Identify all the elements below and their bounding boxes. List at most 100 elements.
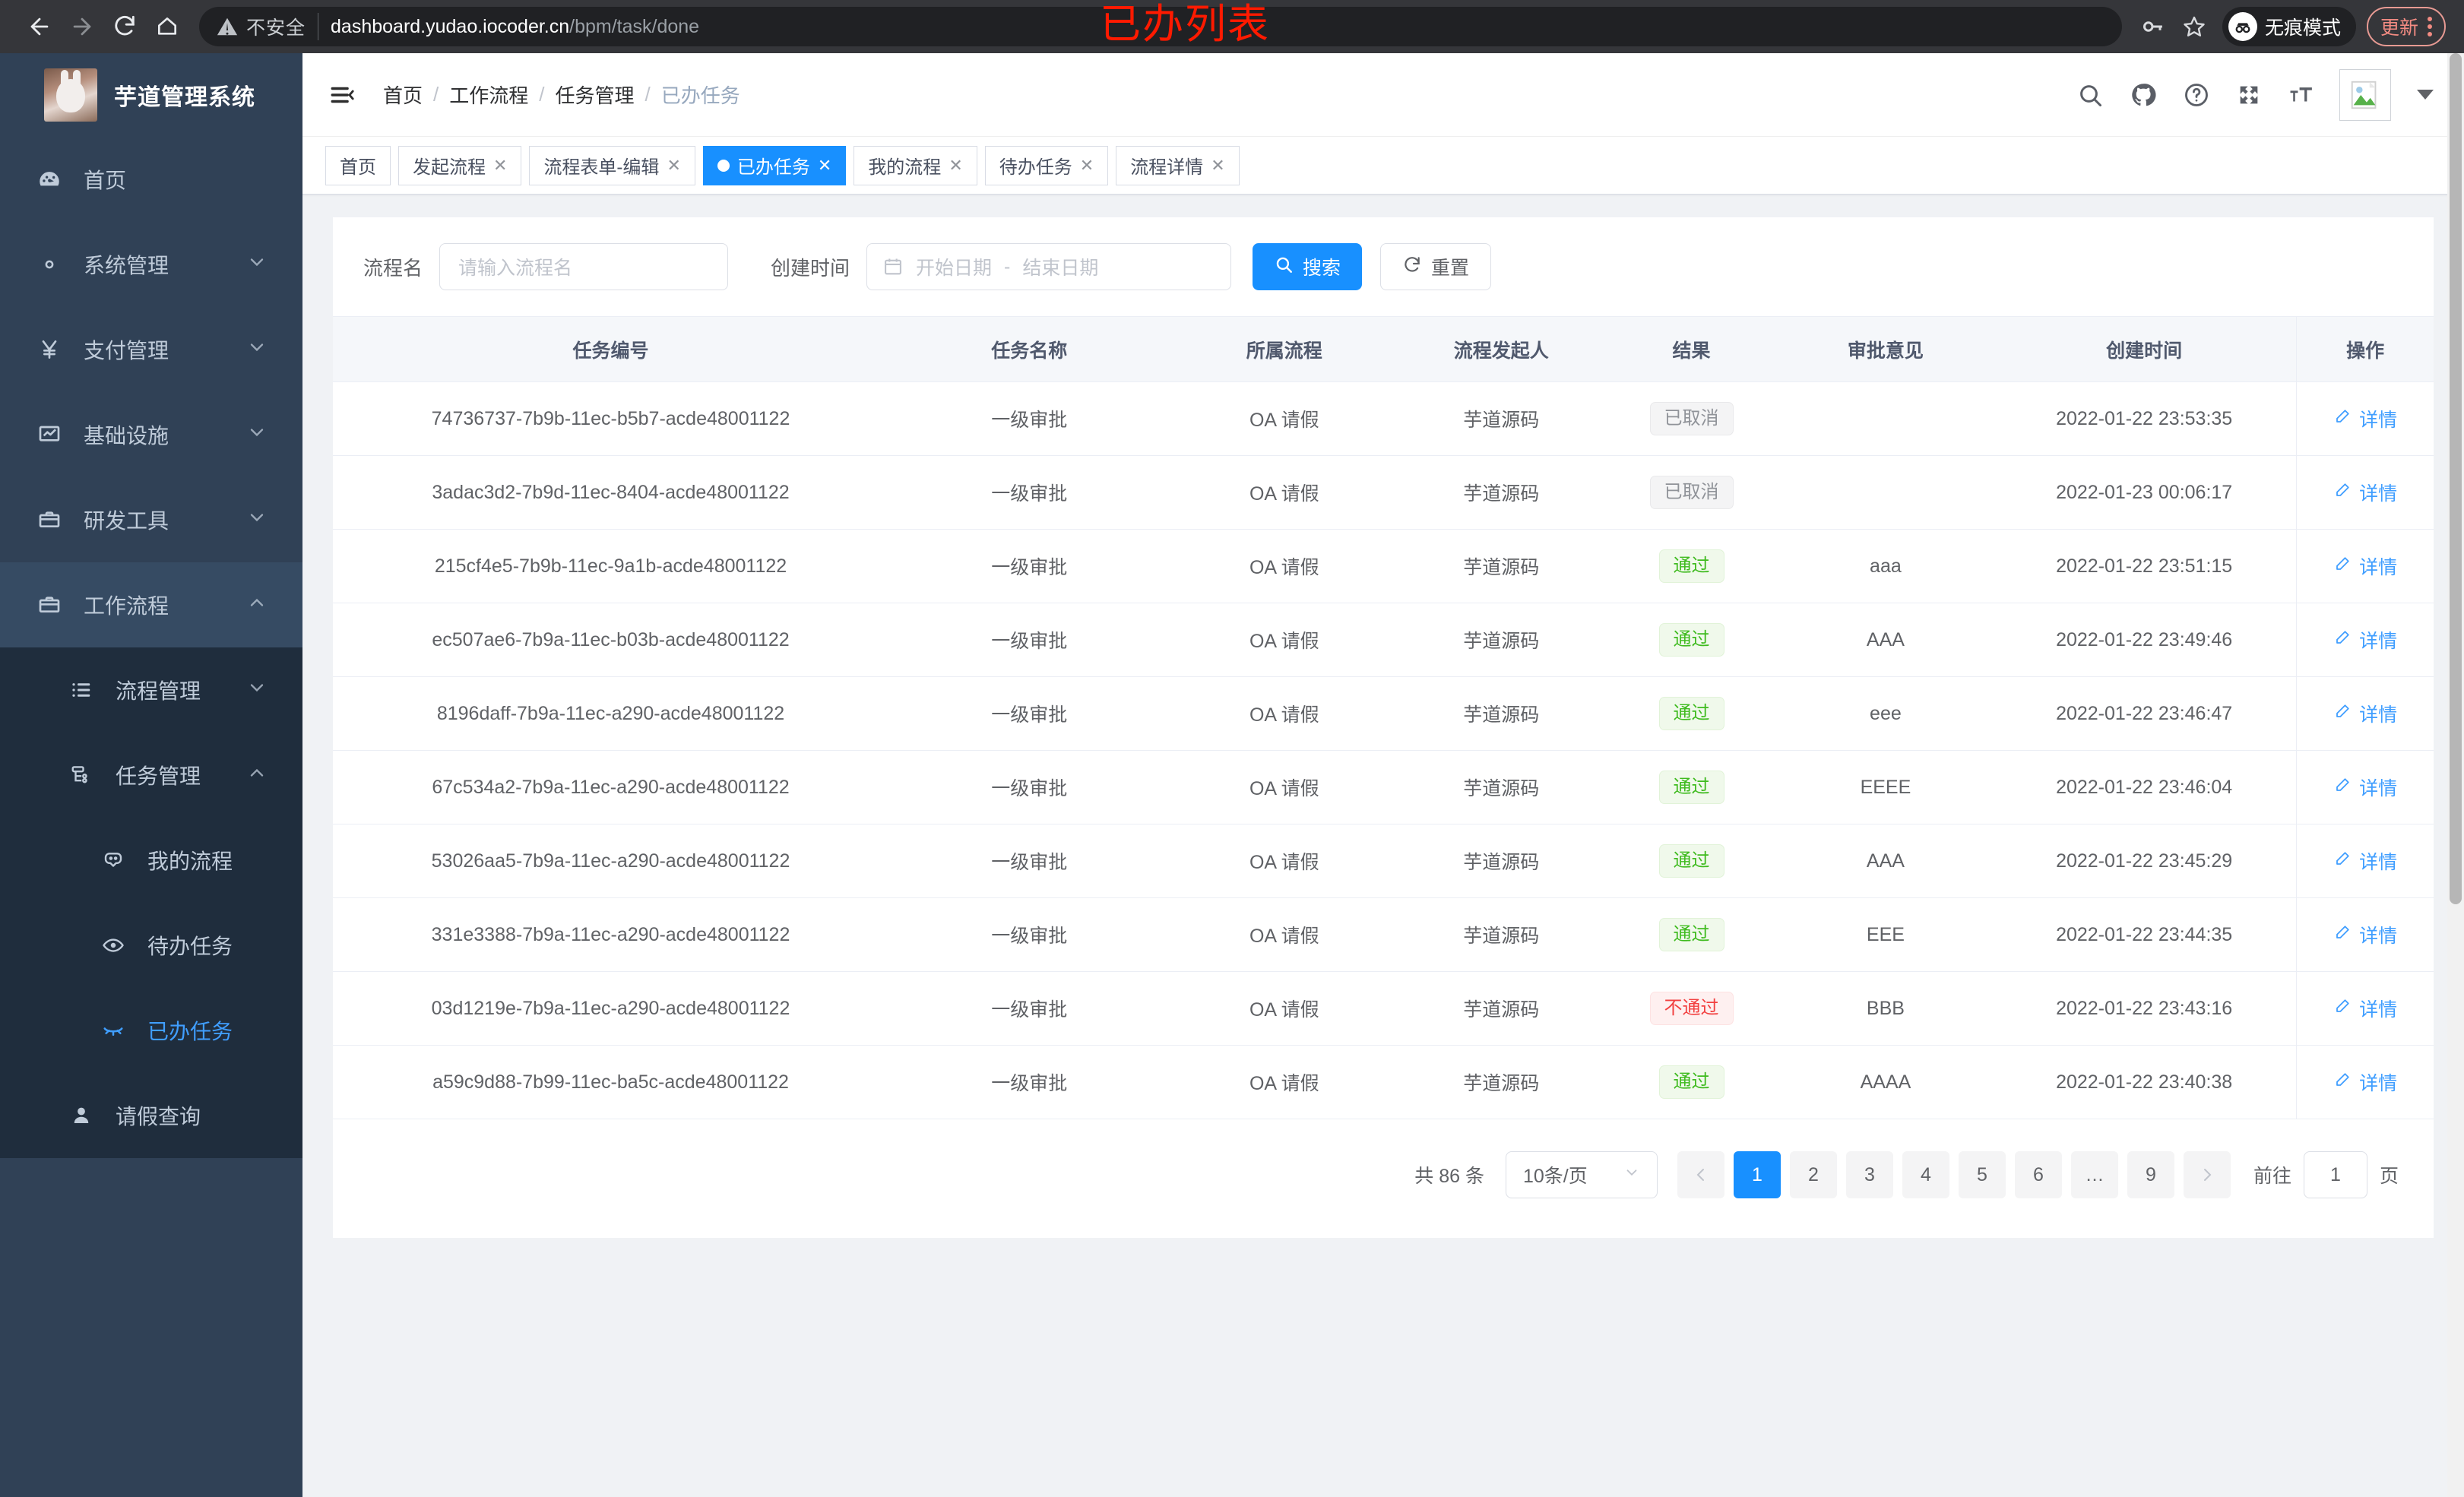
sidebar-item-label: 待办任务 [147,935,233,958]
pagination: 共 86 条 10条/页 1 2 3 4 5 6… 9 [333,1119,2434,1238]
cell-task-name: 一级审批 [888,824,1170,898]
home-icon[interactable] [146,5,188,48]
sidebar-item-leave-query[interactable]: 请假查询 [0,1073,302,1158]
page-button-2[interactable]: 2 [1789,1151,1837,1198]
sidebar-item-my-process[interactable]: 我的流程 [0,818,302,903]
page-button-1[interactable]: 1 [1733,1151,1781,1198]
sidebar-item-devtools[interactable]: 研发工具 [0,477,302,562]
chevron-down-icon [246,507,268,533]
cell-created: 2022-01-22 23:44:35 [1992,897,2297,972]
page-button-5[interactable]: 5 [1958,1151,2006,1198]
key-icon[interactable] [2133,6,2174,47]
kebab-menu-icon[interactable] [2428,17,2432,36]
cell-created: 2022-01-22 23:51:15 [1992,529,2297,603]
caret-down-icon[interactable] [2417,90,2434,100]
help-circle-icon[interactable] [2183,81,2210,109]
dashboard-icon [32,166,67,192]
close-icon[interactable]: ✕ [949,155,963,175]
page-ellipsis[interactable]: … [2070,1151,2118,1198]
table-row: a59c9d88-7b99-11ec-ba5c-acde48001122 一级审批… [333,1045,2434,1119]
star-icon[interactable] [2174,6,2215,47]
close-icon[interactable]: ✕ [493,155,508,175]
sidebar-item-todo-tasks[interactable]: 待办任务 [0,903,302,988]
page-button-3[interactable]: 3 [1845,1151,1893,1198]
next-page-button[interactable] [2183,1151,2231,1198]
page-button-6[interactable]: 6 [2014,1151,2062,1198]
breadcrumb-item-task-management[interactable]: 任务管理 [555,84,635,107]
sidebar-item-payment[interactable]: 支付管理 [0,307,302,392]
close-icon[interactable]: ✕ [817,155,832,175]
detail-link[interactable]: 详情 [2333,479,2397,506]
cell-result: 已取消 [1604,455,1779,530]
reload-icon[interactable] [103,5,146,48]
tab-process-form-edit[interactable]: 流程表单-编辑 ✕ [529,145,695,185]
search-button[interactable]: 搜索 [1253,243,1363,290]
create-time-range-picker[interactable]: 开始日期 - 结束日期 [866,243,1232,290]
sidebar-item-done-tasks[interactable]: 已办任务 [0,988,302,1073]
detail-link[interactable]: 详情 [2333,847,2397,875]
tab-my-process[interactable]: 我的流程 ✕ [854,145,977,185]
cell-comment: BBB [1778,971,1993,1046]
forward-icon[interactable] [61,5,103,48]
close-icon[interactable]: ✕ [667,155,681,175]
task-card: 流程名 请输入流程名 创建时间 开始日期 - 结束日期 [333,217,2434,1238]
cell-operation: 详情 [2296,1045,2434,1119]
address-bar[interactable]: 不安全 dashboard.yudao.iocoder.cn/bpm/task/… [199,7,2122,46]
cell-process: OA 请假 [1170,455,1398,530]
avatar[interactable] [2339,68,2391,121]
tab-done-tasks[interactable]: 已办任务 ✕ [702,145,847,185]
detail-link[interactable]: 详情 [2333,921,2397,948]
sidebar-item-workflow[interactable]: 工作流程 [0,562,302,647]
table-row: 331e3388-7b9a-11ec-a290-acde48001122 一级审批… [333,897,2434,972]
cell-created: 2022-01-22 23:40:38 [1992,1045,2297,1119]
page-button-9[interactable]: 9 [2127,1151,2174,1198]
close-icon[interactable]: ✕ [1079,155,1094,175]
process-name-input[interactable]: 请输入流程名 [439,243,729,290]
vertical-scrollbar[interactable] [2447,53,2464,1497]
close-icon[interactable]: ✕ [1211,155,1225,175]
sidebar-item-task-management[interactable]: 任务管理 [0,733,302,818]
page-button-4[interactable]: 4 [1902,1151,1949,1198]
reset-button-label: 重置 [1431,258,1470,279]
tab-process-detail[interactable]: 流程详情 ✕ [1116,145,1240,185]
tab-label: 流程详情 [1130,157,1204,178]
sidebar-item-home[interactable]: 首页 [0,137,302,222]
incognito-indicator[interactable]: 无痕模式 [2222,7,2356,46]
sidebar-item-label: 已办任务 [147,1020,233,1043]
detail-link[interactable]: 详情 [2333,774,2397,801]
tab-home[interactable]: 首页 [325,145,391,185]
detail-link[interactable]: 详情 [2333,405,2397,432]
sidebar-item-process-management[interactable]: 流程管理 [0,647,302,733]
search-icon[interactable] [2076,81,2104,109]
jump-page-input[interactable]: 1 [2303,1151,2367,1198]
detail-link[interactable]: 详情 [2333,995,2397,1022]
tab-start-process[interactable]: 发起流程 ✕ [398,145,522,185]
sidebar-item-infrastructure[interactable]: 基础设施 [0,392,302,477]
page-size-value: 10条/页 [1522,1166,1588,1187]
hamburger-icon[interactable] [322,82,362,108]
detail-link[interactable]: 详情 [2333,626,2397,654]
task-submenu: 我的流程 待办任务 已办任务 [0,818,302,1073]
scrollbar-thumb[interactable] [2450,53,2462,904]
github-icon[interactable] [2130,81,2157,109]
breadcrumb-item-home[interactable]: 首页 [383,84,423,107]
font-size-icon[interactable] [2288,82,2314,108]
cell-task-name: 一级审批 [888,971,1170,1046]
tab-todo-tasks[interactable]: 待办任务 ✕ [984,145,1109,185]
reset-button[interactable]: 重置 [1380,243,1492,290]
cell-result: 不通过 [1604,971,1779,1046]
back-icon[interactable] [18,5,61,48]
page-size-select[interactable]: 10条/页 [1505,1151,1658,1198]
detail-link[interactable]: 详情 [2333,552,2397,580]
process-name-label: 流程名 [363,256,423,280]
sidebar-item-system[interactable]: 系统管理 [0,222,302,307]
detail-link[interactable]: 详情 [2333,1068,2397,1096]
fullscreen-icon[interactable] [2236,82,2262,108]
detail-link[interactable]: 详情 [2333,700,2397,727]
prev-page-button[interactable] [1677,1151,1724,1198]
update-button[interactable]: 更新 [2366,7,2446,46]
brand[interactable]: 芋道管理系统 [0,53,302,137]
url-path: /bpm/task/done [569,15,700,37]
breadcrumb-item-workflow[interactable]: 工作流程 [449,84,529,107]
cell-task-id: a59c9d88-7b99-11ec-ba5c-acde48001122 [333,1045,889,1119]
